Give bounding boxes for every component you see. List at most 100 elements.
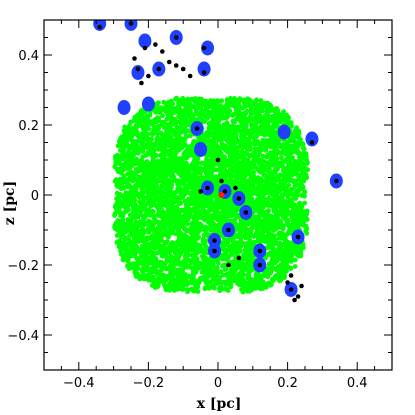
gas-particle (219, 113, 225, 119)
gas-particle (215, 179, 221, 185)
gas-particle (179, 262, 185, 267)
gas-particle (241, 111, 247, 116)
gas-particle (263, 161, 269, 167)
gas-particle (293, 144, 298, 150)
gas-particle (189, 278, 194, 284)
gas-particle (132, 243, 138, 249)
gas-particle (204, 213, 210, 219)
gas-particle (125, 162, 130, 168)
gas-particle (136, 194, 142, 200)
gas-particle (190, 237, 196, 243)
gas-particle (142, 205, 148, 211)
gas-particle (143, 116, 149, 121)
gas-particle (301, 178, 307, 184)
gas-particle (191, 186, 196, 192)
gas-particle (113, 156, 118, 162)
gas-particle (185, 212, 191, 218)
gas-particle (281, 175, 287, 181)
gas-particle (163, 265, 169, 271)
gas-particle (174, 204, 180, 210)
gas-particle (117, 179, 122, 185)
gas-particle (184, 206, 189, 211)
gas-particle (164, 107, 170, 113)
gas-particle (120, 257, 126, 263)
gas-particle (269, 157, 274, 163)
gas-particle (270, 250, 276, 255)
gas-particle (191, 196, 197, 202)
gas-particle (240, 183, 246, 189)
gas-particle (298, 244, 304, 250)
gas-particle (180, 173, 186, 179)
gas-particle (164, 239, 170, 245)
gas-particle (305, 160, 310, 166)
gas-particle (251, 221, 257, 227)
gas-particle (267, 269, 273, 275)
gas-particle (207, 285, 213, 291)
gas-particle (128, 119, 134, 125)
gas-particle (152, 187, 158, 193)
gas-particle (227, 108, 233, 114)
gas-particle (181, 245, 187, 251)
gas-particle (158, 192, 164, 198)
gas-particle (267, 167, 272, 173)
gas-particle (285, 243, 291, 248)
gas-particle (167, 258, 173, 264)
gas-particle (195, 199, 201, 204)
gas-particle (173, 178, 179, 184)
gas-particle (215, 98, 221, 104)
gas-particle (276, 271, 282, 277)
gas-particle (262, 178, 268, 184)
gas-particle (150, 233, 155, 239)
gas-particle (268, 150, 273, 156)
gas-particle (270, 177, 276, 183)
gas-particle (258, 127, 263, 133)
gas-particle (155, 228, 161, 234)
gas-particle (270, 217, 276, 223)
gas-particle (159, 122, 165, 128)
gas-particle (137, 199, 143, 205)
gas-particle (249, 267, 255, 273)
gas-particle (155, 239, 161, 245)
gas-particle (221, 235, 227, 241)
gas-particle (231, 139, 237, 145)
gas-particle (226, 129, 232, 135)
gas-particle (271, 278, 276, 283)
gas-particle (146, 272, 152, 278)
gas-particle (297, 176, 302, 182)
gas-particle (177, 126, 182, 132)
gas-particle (268, 221, 274, 227)
gas-particle (194, 207, 199, 213)
gas-particle (215, 128, 221, 134)
gas-particle (160, 113, 165, 119)
gas-particle (177, 240, 183, 246)
gas-particle (250, 130, 256, 136)
gas-particle (214, 265, 220, 270)
gas-particle (112, 213, 117, 218)
gas-particle (237, 96, 243, 102)
gas-particle (120, 232, 126, 238)
gas-particle (233, 178, 238, 184)
gas-particle (151, 240, 157, 246)
gas-particle (208, 140, 213, 146)
gas-particle (170, 142, 176, 148)
gas-particle (278, 172, 283, 178)
gas-particle (205, 174, 211, 180)
gas-particle (174, 267, 180, 273)
gas-particle (147, 212, 153, 218)
gas-particle (204, 270, 210, 276)
gas-particle (240, 163, 246, 169)
gas-particle (267, 191, 273, 197)
gas-particle (256, 183, 261, 189)
gas-particle (241, 115, 247, 121)
gas-particle (238, 234, 244, 240)
gas-particle (244, 119, 250, 125)
gas-particle (152, 159, 158, 165)
gas-particle (201, 264, 207, 270)
gas-particle (271, 265, 276, 271)
gas-particle (269, 197, 275, 203)
gas-particle (184, 228, 190, 234)
gas-particle (235, 156, 240, 162)
gas-particle (164, 116, 170, 122)
gas-particle (174, 225, 179, 231)
gas-particle (214, 105, 220, 111)
